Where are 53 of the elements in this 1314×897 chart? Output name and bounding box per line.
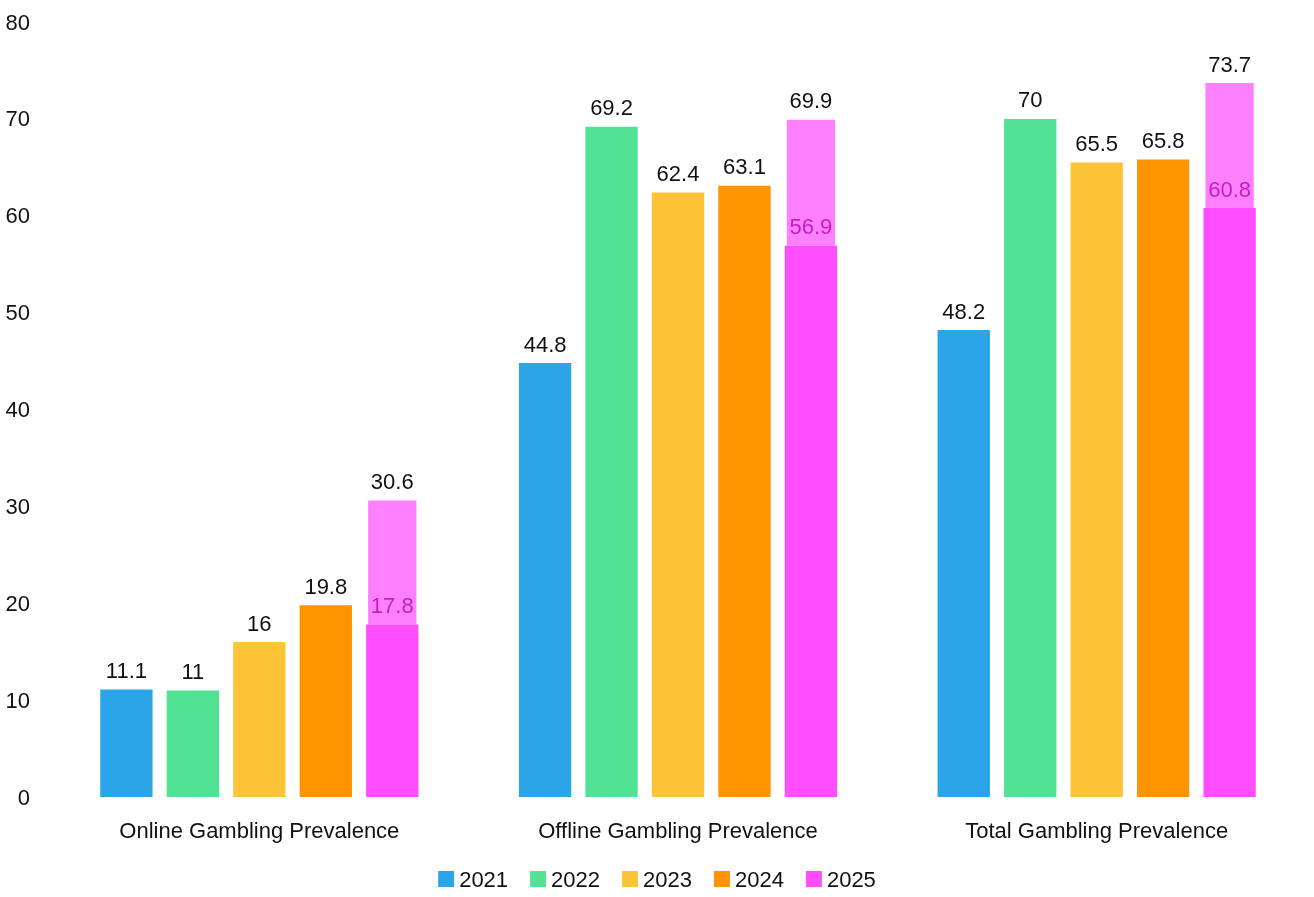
x-tick-label: Total Gambling Prevalence [965, 817, 1229, 843]
y-tick-label: 20 [5, 590, 30, 616]
legend-label: 2024 [734, 866, 784, 892]
bar [100, 689, 153, 797]
bar [651, 192, 705, 797]
y-tick-label: 0 [17, 784, 30, 810]
y-tick-label: 50 [5, 300, 30, 326]
data-label: 60.8 [1208, 176, 1252, 202]
bar [585, 126, 638, 797]
data-label: 19.8 [304, 573, 348, 599]
data-label: 69.2 [590, 95, 633, 121]
legend-label: 2025 [826, 866, 876, 892]
data-label: 65.8 [1141, 128, 1185, 154]
data-label: 30.6 [370, 469, 414, 495]
bar [718, 185, 771, 797]
legend-label: 2021 [459, 866, 509, 892]
bar [937, 330, 990, 797]
data-label: 73.7 [1208, 51, 1252, 77]
legend-label: 2022 [551, 866, 601, 892]
data-label: 63.1 [723, 154, 766, 180]
data-label: 62.4 [656, 161, 700, 186]
y-tick-label: 60 [5, 203, 30, 229]
bar [1203, 208, 1256, 797]
data-label: 56.9 [789, 214, 833, 240]
data-label: 69.9 [789, 88, 833, 114]
bar [1205, 83, 1254, 208]
bar [233, 642, 286, 797]
y-tick-label: 70 [5, 106, 30, 132]
data-label: 17.8 [370, 593, 414, 619]
data-label: 16 [247, 610, 272, 636]
bar [786, 119, 836, 246]
y-tick-label: 40 [5, 397, 30, 422]
data-label: 70 [1017, 87, 1043, 113]
bar [518, 363, 572, 797]
bar [368, 500, 417, 625]
y-tick-label: 10 [5, 687, 30, 713]
data-label: 65.5 [1075, 130, 1119, 156]
data-label: 44.8 [523, 331, 567, 357]
bar [366, 624, 419, 797]
bar [784, 245, 838, 797]
bar [1136, 159, 1190, 797]
x-tick-label: Online Gambling Prevalence [119, 817, 400, 843]
data-label: 11.1 [105, 657, 147, 683]
bar [299, 605, 352, 797]
y-tick-label: 30 [5, 493, 30, 519]
bar [166, 690, 220, 797]
legend-label: 2023 [643, 866, 692, 892]
x-tick-label: Offline Gambling Prevalence [538, 817, 818, 843]
data-label: 11 [181, 658, 205, 684]
y-tick-label: 80 [5, 9, 30, 35]
bar [1070, 162, 1123, 797]
data-label: 48.2 [942, 298, 986, 324]
bar [1004, 118, 1057, 797]
